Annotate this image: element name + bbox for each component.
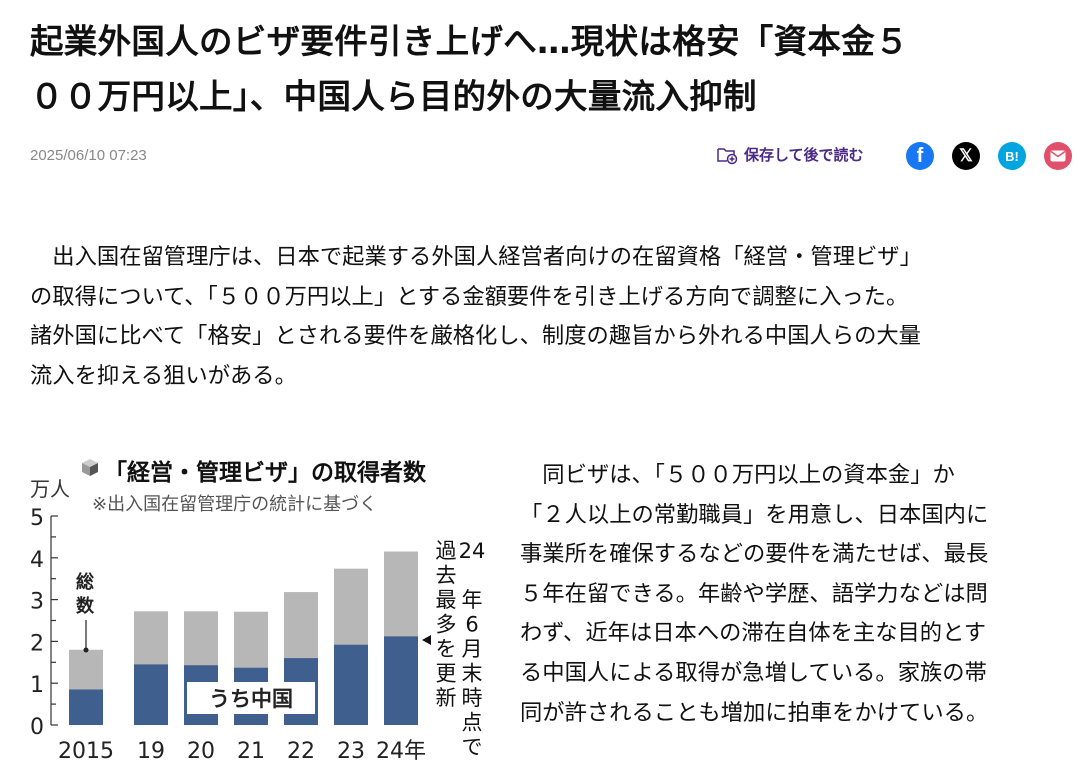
- x-tick-label: 20: [187, 739, 215, 764]
- visa-holders-chart: 「経営・管理ビザ」の取得者数 万人 ※出入国在留管理庁の統計に基づく 01234…: [30, 459, 486, 764]
- publish-date: 2025/06/10 07:23: [30, 147, 147, 164]
- share-mail-button[interactable]: [1044, 142, 1072, 170]
- y-axis-unit: 万人: [30, 477, 70, 501]
- paragraph-line: 同が許されることも増加に拍車をかけている。: [520, 699, 989, 726]
- cube-icon: [82, 459, 98, 476]
- chart-subtitle: ※出入国在留管理庁の統計に基づく: [92, 494, 377, 515]
- china-label-box: [187, 682, 315, 714]
- y-tick-label: 5: [30, 506, 44, 531]
- annotation-char: 多: [436, 613, 457, 637]
- chart-title: 「経営・管理ビザ」の取得者数: [104, 459, 427, 486]
- annotation-char: 去: [436, 564, 457, 588]
- annotation-char: 6: [465, 613, 478, 637]
- title-line: 起業外国人のビザ要件引き上げへ…現状は格安「資本金５: [30, 22, 909, 61]
- x-icon: 𝕏: [959, 146, 973, 165]
- annotation-char: で: [462, 735, 483, 759]
- x-tick-label: 22: [287, 739, 315, 764]
- folder-add-icon: [717, 147, 738, 164]
- x-tick-label: 21: [237, 739, 265, 764]
- bar-china-24年: [384, 636, 418, 725]
- share-facebook-button[interactable]: f: [906, 142, 934, 170]
- y-tick-label: 2: [30, 631, 44, 656]
- paragraph-line: 諸外国に比べて「格安」とされる要件を厳格化し、制度の趣旨から外れる中国人らの大量: [30, 323, 921, 350]
- hatena-icon: B!: [1005, 148, 1019, 164]
- x-tick-label: 19: [137, 739, 165, 764]
- share-hatena-button[interactable]: B!: [998, 142, 1026, 170]
- article-paragraph: 同ビザは、「５００万円以上の資本金」か 「２人以上の常勤職員」を用意し、日本国内…: [520, 456, 1075, 733]
- title-line: ００万円以上」、中国人ら目的外の大量流入抑制: [30, 77, 757, 116]
- bar-china-2015: [69, 689, 103, 725]
- annotation-char: 新: [436, 686, 457, 710]
- x-tick-label: 23: [337, 739, 365, 764]
- total-label: 総数: [76, 571, 95, 617]
- paragraph-line: の取得について、「５００万円以上」とする金額要件を引き上げる方向で調整に入った。: [30, 283, 909, 310]
- article-paragraph: 出入国在留管理庁は、日本で起業する外国人経営者向けの在留資格「経営・管理ビザ」 …: [30, 238, 1075, 396]
- annotation-char: 末: [462, 662, 483, 686]
- annotation-char: 点: [462, 711, 483, 735]
- x-tick-label: 2015: [58, 739, 114, 764]
- facebook-icon: f: [916, 144, 924, 167]
- bar-china-23: [334, 644, 368, 725]
- annotation-char: を: [436, 637, 457, 661]
- paragraph-line: 事業所を確保するなどの要件を満たせば、最長: [520, 541, 989, 568]
- annotation-char: 年: [462, 588, 483, 612]
- annotation-char: 最: [436, 588, 457, 612]
- paragraph-line: ５年在留できる。年齢や学歴、語学力などは問: [520, 580, 988, 607]
- paragraph-line: 流入を抑える狙いがある。: [30, 362, 297, 389]
- y-tick-label: 3: [30, 590, 44, 615]
- annotation-char: 過: [436, 539, 457, 563]
- mail-icon: [1050, 150, 1066, 162]
- paragraph-line: 同ビザは、「５００万円以上の資本金」か: [520, 462, 955, 488]
- annotation-char: 時: [462, 686, 483, 710]
- annotation-char: 月: [462, 637, 483, 661]
- save-for-later-button[interactable]: 保存して後で読む: [716, 144, 864, 165]
- total-pointer-dot: [83, 647, 89, 653]
- annotation-char: 24: [459, 539, 486, 563]
- annotation-arrow: [422, 635, 431, 645]
- article-title: 起業外国人のビザ要件引き上げへ…現状は格安「資本金５ ００万円以上」、中国人ら目…: [30, 14, 1070, 124]
- bar-china-19: [134, 664, 168, 725]
- y-tick-label: 0: [30, 715, 44, 740]
- paragraph-line: 「２人以上の常勤職員」を用意し、日本国内に: [520, 501, 989, 528]
- y-tick-label: 1: [30, 673, 44, 698]
- paragraph-line: 出入国在留管理庁は、日本で起業する外国人経営者向けの在留資格「経営・管理ビザ」: [30, 244, 922, 270]
- x-tick-label: 24年: [376, 739, 426, 764]
- share-x-button[interactable]: 𝕏: [952, 142, 980, 170]
- paragraph-line: る中国人による取得が急増している。家族の帯: [520, 659, 987, 686]
- annotation-char: 更: [436, 662, 457, 686]
- save-label: 保存して後で読む: [744, 146, 864, 164]
- paragraph-line: わず、近年は日本への滞在自体を主な目的とす: [520, 620, 987, 647]
- china-label: うち中国: [209, 687, 293, 711]
- y-tick-label: 4: [30, 548, 44, 573]
